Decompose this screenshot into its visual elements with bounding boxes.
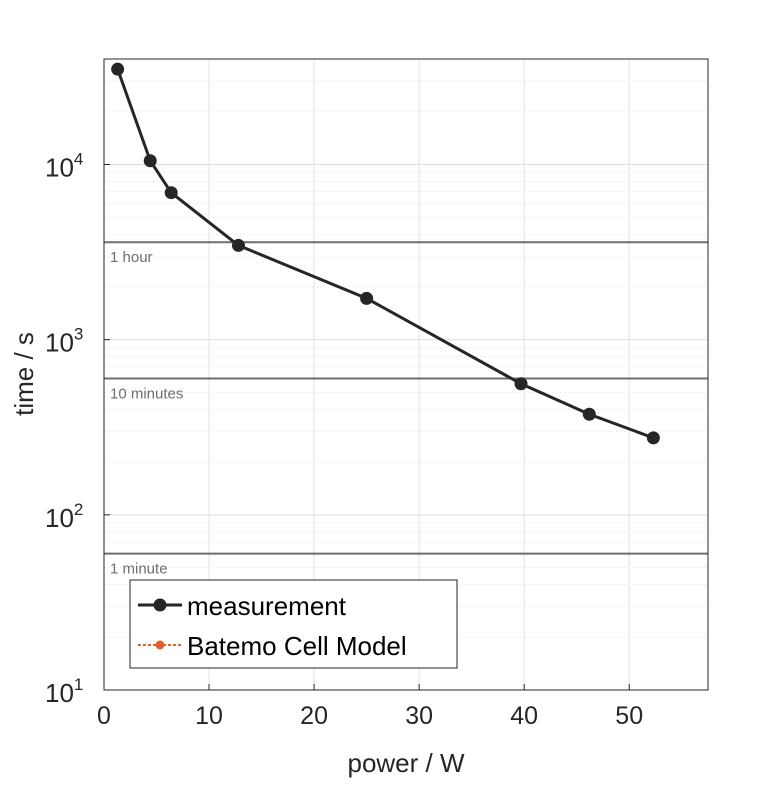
- x-tick-label: 10: [195, 702, 223, 730]
- y-tick-label: 104: [45, 149, 83, 182]
- legend-marker: [155, 640, 165, 650]
- data-point: [514, 377, 528, 391]
- legend-label: Batemo Cell Model: [187, 631, 407, 661]
- reference-line-label: 1 minute: [110, 561, 168, 578]
- axes-box: [103, 58, 709, 691]
- data-point: [582, 407, 596, 421]
- y-tick-label: 103: [45, 325, 83, 358]
- x-tick-label: 0: [97, 702, 111, 730]
- x-tick-label: 20: [300, 702, 328, 730]
- y-tick-exponent: 1: [74, 675, 83, 694]
- legend: measurement Batemo Cell Model: [129, 579, 458, 669]
- legend-label: measurement: [187, 591, 347, 621]
- data-point: [360, 291, 374, 305]
- y-tick-exponent: 4: [74, 149, 83, 168]
- legend-box: [129, 579, 458, 669]
- x-tick-label: 40: [510, 702, 538, 730]
- x-tick-label: 30: [405, 702, 433, 730]
- data-point: [143, 154, 157, 168]
- y-tick-base: 10: [45, 328, 74, 358]
- series-layer: [111, 62, 660, 445]
- y-tick-base: 10: [45, 678, 74, 708]
- reference-line-label: 1 hour: [110, 249, 153, 266]
- y-tick-label: 101: [45, 675, 83, 708]
- series-line: [116, 68, 654, 440]
- x-tick-label: 50: [615, 702, 643, 730]
- data-point: [111, 62, 125, 76]
- y-tick-label: 102: [45, 500, 83, 533]
- x-ticks: 0 10 20 30 40 50: [97, 684, 643, 730]
- legend-marker: [153, 598, 167, 612]
- y-tick-base: 10: [45, 503, 74, 533]
- data-point: [231, 238, 245, 252]
- y-tick-base: 10: [45, 152, 74, 182]
- reference-line-label: 10 minutes: [110, 386, 183, 403]
- data-point: [164, 186, 178, 200]
- x-axis-label: power / W: [347, 748, 464, 778]
- y-tick-exponent: 2: [74, 500, 83, 519]
- y-axis-label: time / s: [9, 332, 39, 416]
- reference-lines: 1 hour 10 minutes 1 minute: [104, 241, 708, 578]
- y-tick-exponent: 3: [74, 325, 83, 344]
- data-point: [646, 431, 660, 445]
